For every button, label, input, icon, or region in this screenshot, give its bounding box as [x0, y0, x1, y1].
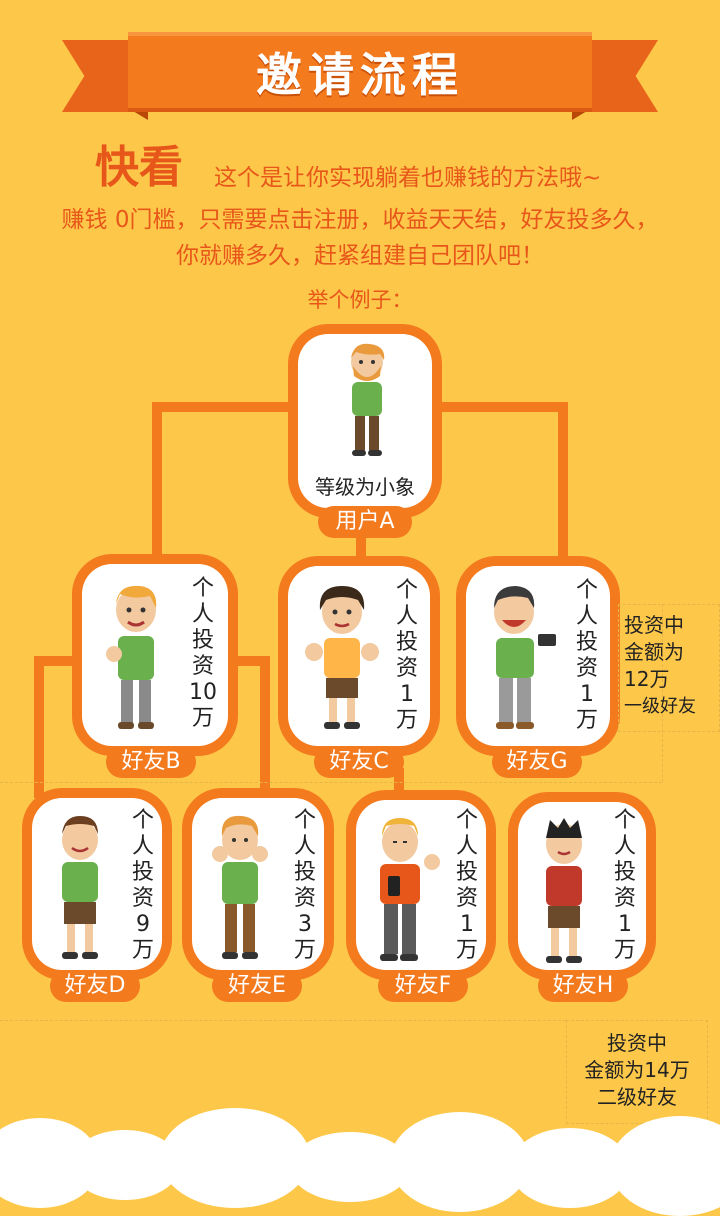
example-label: 举个例子：: [307, 288, 413, 312]
friend-d-invest: 个 人 投 资 9 万: [131, 808, 154, 963]
boy-blond-avatar: [106, 585, 157, 729]
level2-note: 投资中 金额为14万 二级好友: [584, 1031, 690, 1109]
connector-a-right-v: [558, 402, 568, 562]
boy-short-hair-avatar: [62, 816, 98, 959]
level1-note: 投资中 金额为 12万 一级好友: [624, 613, 696, 717]
divider-level-2: [0, 1020, 566, 1021]
level2-note-box: [566, 1020, 708, 1124]
connector-a-left-v: [152, 402, 162, 562]
intro-line-2: 赚钱 0门槛，只需要点击注册，收益天天结，好友投多久，: [61, 207, 659, 233]
friend-b-card: 个 人 投 资 10 万: [72, 554, 238, 756]
friend-h-label: 好友H: [538, 970, 628, 1002]
friend-e-card: 个 人 投 资 3 万: [182, 788, 334, 980]
friend-e-invest: 个 人 投 资 3 万: [293, 808, 316, 963]
connector-b-d-h: [38, 656, 82, 666]
connector-b-e-v: [260, 656, 270, 798]
friend-g-label: 好友G: [492, 746, 582, 778]
intro-highlight: 快看: [95, 142, 183, 193]
divider-level-1: [0, 782, 662, 783]
friend-c-card: 个 人 投 资 1 万: [278, 556, 440, 756]
connector-a-left-h: [156, 402, 296, 412]
banner-title: 邀请流程: [128, 32, 592, 112]
friend-b-label: 好友B: [106, 746, 196, 778]
boy-shy-avatar: [212, 815, 268, 959]
friend-g-invest: 个 人 投 资 1 万: [575, 578, 598, 733]
boy-thumbs-up-avatar: [380, 818, 440, 961]
friend-f-invest: 个 人 投 资 1 万: [455, 808, 478, 963]
man-beard-avatar: [351, 343, 385, 456]
divider-level-1-side: [662, 604, 663, 782]
connector-b-d-v: [34, 656, 44, 798]
friend-g-card: 个 人 投 资 1 万: [456, 556, 620, 756]
friend-d-label: 好友D: [50, 970, 140, 1002]
intro-line-3: 你就赚多久，赶紧组建自己团队吧！: [176, 243, 544, 269]
friend-d-card: 个 人 投 资 9 万: [22, 788, 172, 980]
friend-c-label: 好友C: [314, 746, 404, 778]
connector-a-center-v: [356, 528, 366, 560]
friend-f-label: 好友F: [378, 970, 468, 1002]
friend-f-card: 个 人 投 资 1 万: [346, 790, 496, 980]
user-a-level: 等级为小象: [315, 475, 415, 499]
friend-h-invest: 个 人 投 资 1 万: [613, 808, 636, 963]
connector-b-e-h: [228, 656, 268, 666]
user-a-card: 等级为小象: [288, 324, 442, 518]
friend-c-invest: 个 人 投 资 1 万: [395, 578, 418, 733]
friend-e-label: 好友E: [212, 970, 302, 1002]
user-a-label: 用户A: [318, 506, 412, 538]
friend-h-card: 个 人 投 资 1 万: [508, 792, 656, 980]
boy-phone-avatar: [494, 586, 556, 729]
connector-c-f-v: [394, 768, 404, 798]
intro-line-1: 这个是让你实现躺着也赚钱的方法哦~: [214, 165, 602, 191]
friend-b-invest: 个 人 投 资 10 万: [189, 576, 217, 731]
boy-spiky-avatar: [546, 818, 582, 963]
boy-curly-avatar: [305, 586, 379, 729]
connector-a-right-h: [434, 402, 566, 412]
